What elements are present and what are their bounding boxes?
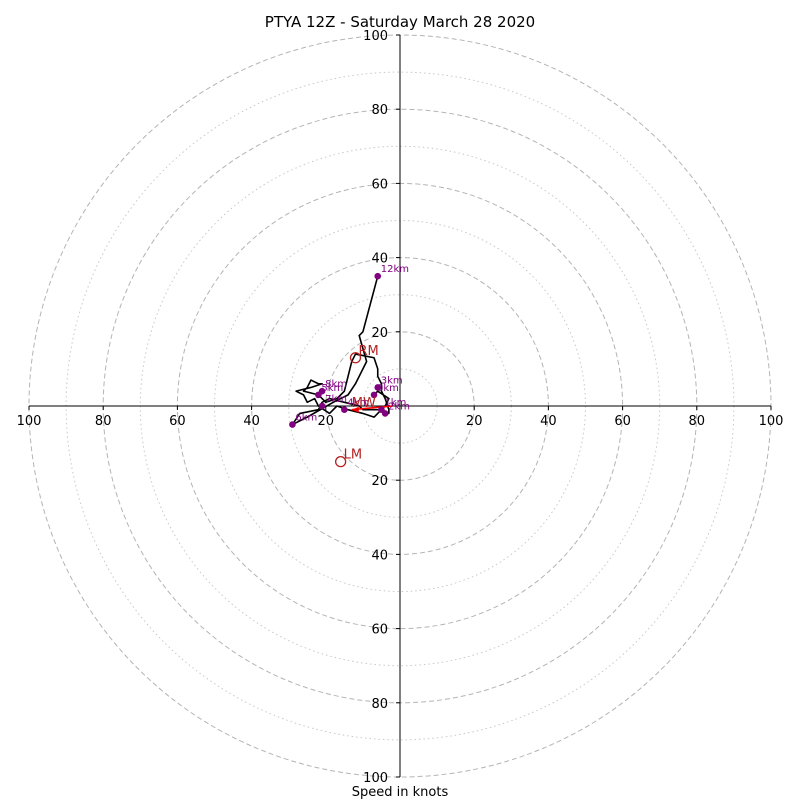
height-marker-dot: [381, 410, 389, 417]
height-marker-label: 4km: [347, 398, 369, 409]
x-tick-label: 40: [243, 414, 260, 429]
height-marker-label: 5km: [321, 383, 343, 394]
y-tick-label: 80: [371, 697, 388, 712]
storm-motion-marker: [349, 352, 362, 364]
axes: [29, 35, 771, 777]
height-marker-dot: [374, 272, 382, 280]
height-marker-label: 8km: [325, 379, 347, 390]
x-tick-label: 80: [689, 414, 706, 429]
height-marker-dot: [374, 384, 382, 391]
y-tick-label: 60: [371, 177, 388, 192]
x-tick-labels: 100 80 60 40 20 20 40 60 80 100: [17, 406, 784, 429]
y-tick-label: 60: [371, 623, 388, 638]
y-tick-label: 20: [371, 474, 388, 489]
x-tick-label: 100: [17, 414, 42, 429]
storm-motion-marker: [334, 455, 347, 468]
shear-arrowhead: [351, 406, 359, 413]
y-tick-label: 40: [371, 252, 388, 267]
chart-title: PTYA 12Z - Saturday March 28 2020: [265, 13, 535, 31]
x-tick-label: 100: [759, 414, 784, 429]
y-tick-label: 20: [371, 326, 388, 341]
height-marker-label: 0km: [377, 383, 399, 394]
x-tick-label: 20: [466, 414, 483, 429]
height-marker-dot: [318, 402, 326, 410]
storm-motion-label: LM: [344, 448, 362, 463]
height-marker-dot: [289, 421, 296, 428]
y-tick-labels: 100 80 60 40 20 20 40 60 80 100: [363, 29, 400, 786]
storm-motion-label: RM: [358, 344, 378, 359]
height-marker-label: 7km: [325, 394, 347, 405]
height-marker-label: 3km: [381, 375, 403, 386]
y-tick-label: 100: [363, 29, 388, 44]
x-tick-label: 60: [169, 414, 186, 429]
x-tick-label: 20: [318, 414, 335, 429]
x-tick-label: 60: [614, 414, 631, 429]
height-marker-dot: [370, 391, 378, 399]
height-marker-dot: [318, 387, 326, 395]
x-tick-label: 80: [95, 414, 112, 429]
x-tick-label: 40: [540, 414, 557, 429]
height-marker-label: 12km: [381, 264, 409, 275]
y-tick-label: 80: [371, 103, 388, 118]
x-axis-label: Speed in knots: [352, 785, 449, 800]
mean-wind-label: MW: [352, 396, 376, 411]
height-marker-dot: [341, 406, 348, 414]
y-tick-label: 40: [371, 548, 388, 563]
storm-motions: RM LM MW: [334, 344, 379, 468]
height-marker-label: 6km: [295, 413, 317, 424]
height-marker-label: 1km: [384, 398, 406, 409]
y-tick-label: 100: [363, 771, 388, 786]
height-marker-label: 2km: [388, 401, 410, 412]
